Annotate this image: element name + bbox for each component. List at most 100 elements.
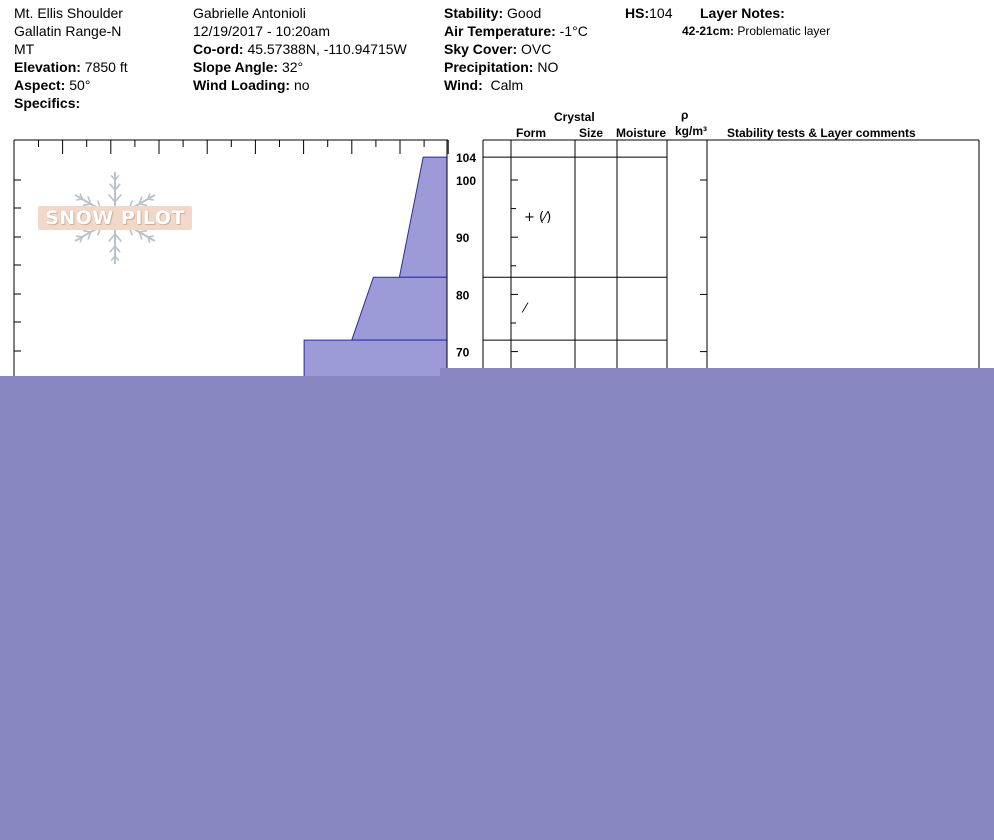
height-tick-label: 80	[456, 288, 470, 302]
site-info: Mt. Ellis Shoulder Gallatin Range-N MT E…	[14, 4, 128, 112]
chart-tick-labels: 104 100 90 80 70	[456, 151, 476, 359]
hs-info: HS:104	[625, 4, 672, 22]
layer-note-text: Problematic layer	[737, 24, 831, 38]
snowflake-branch	[82, 229, 91, 233]
observation-datetime: 12/19/2017 - 10:20am	[193, 23, 330, 39]
observer-info: Gabrielle Antonioli 12/19/2017 - 10:20am…	[193, 4, 407, 94]
air-temp-row: Air Temperature: -1°C	[444, 22, 588, 40]
aspect-value: 50°	[69, 77, 91, 93]
snowflake-branch	[76, 235, 83, 238]
sky-row: Sky Cover: OVC	[444, 40, 588, 58]
air-temp-label: Air Temperature:	[444, 23, 556, 39]
hardness-profile	[303, 156, 448, 398]
snowflake-branch	[138, 196, 143, 205]
header-rho: ρ	[681, 108, 689, 122]
snowflake-branch	[76, 198, 83, 201]
height-tick-label: 100	[456, 174, 476, 188]
snowflake-branch	[109, 183, 116, 191]
snowflake-branch	[114, 174, 120, 181]
snowflake-branch	[114, 233, 123, 243]
logo-text: SNOW PILOT	[45, 207, 185, 229]
layer-note-range: 42-21cm:	[682, 24, 735, 38]
snowflake-branch	[107, 193, 116, 203]
snowflake-branch	[147, 198, 154, 201]
height-tick-label: 70	[456, 346, 470, 360]
snowflake-branch	[147, 193, 151, 200]
slope-value: 32°	[281, 59, 304, 75]
sky-label: Sky Cover:	[444, 41, 518, 57]
observer-name: Gabrielle Antonioli	[193, 5, 306, 21]
header-crystal: Crystal	[554, 110, 595, 124]
snowflake-branch	[139, 229, 148, 233]
snowflake-branch	[79, 193, 83, 200]
precip-row: Precipitation: NO	[444, 58, 588, 76]
stability-label: Stability:	[444, 5, 504, 21]
layer-notes-title: Layer Notes:	[700, 4, 785, 22]
wind-loading-label: Wind Loading:	[193, 77, 291, 93]
wind-loading-row: Wind Loading: no	[193, 76, 407, 94]
site-name: Mt. Ellis Shoulder	[14, 5, 123, 21]
height-tick-label: 90	[456, 231, 470, 245]
precip-label: Precipitation:	[444, 59, 534, 75]
logo-plate	[38, 206, 192, 230]
hs-value: 104	[649, 5, 673, 21]
snowflake-branch	[107, 233, 116, 243]
slope-row: Slope Angle: 32°	[193, 58, 407, 76]
wind-row: Wind: Calm	[444, 76, 588, 94]
snowflake-branch	[138, 231, 143, 240]
elevation-row: Elevation: 7850 ft	[14, 58, 128, 76]
header-moisture: Moisture	[616, 126, 667, 140]
hardness-layer-2	[351, 276, 448, 341]
snowflake-branch	[110, 255, 116, 262]
snowflake-branch	[87, 231, 92, 240]
hs-tick-label: 104	[456, 151, 476, 165]
header-density-unit: kg/m³	[675, 124, 708, 138]
snowflake-branch	[82, 203, 91, 207]
conditions-info: Stability: Good Air Temperature: -1°C Sk…	[444, 4, 588, 94]
air-temp-value: -1°C	[559, 23, 588, 39]
wind-label: Wind:	[444, 77, 483, 93]
overlay-block	[0, 376, 994, 840]
snowflake-branch	[114, 255, 120, 262]
wind-value: Calm	[490, 77, 524, 93]
snowflake-branch	[87, 196, 92, 205]
snowflake-branch	[139, 203, 148, 207]
elevation-label: Elevation:	[14, 59, 81, 75]
specifics-row: Specifics:	[14, 94, 128, 112]
snowflake-branch	[114, 245, 121, 253]
site-state: MT	[14, 41, 35, 57]
coord-value: 45.57388N, -110.94715W	[247, 41, 407, 57]
wind-loading-value: no	[293, 77, 310, 93]
header-form: Form	[516, 126, 546, 140]
stability-row: Stability: Good	[444, 4, 588, 22]
precip-value: NO	[537, 59, 559, 75]
coord-row: Co-ord: 45.57388N, -110.94715W	[193, 40, 407, 58]
crystal-form-labels: + (⁄) ⁄	[521, 210, 551, 317]
aspect-label: Aspect:	[14, 77, 66, 93]
stability-value: Good	[507, 5, 542, 21]
layer-notes-label: Layer Notes:	[700, 5, 785, 21]
hardness-layer-1	[398, 156, 448, 278]
overlay-block-step	[440, 368, 994, 378]
snowflake-branch	[114, 183, 121, 191]
sky-value: OVC	[521, 41, 552, 57]
header-comments: Stability tests & Layer comments	[727, 126, 916, 140]
snowflake-branch	[110, 174, 116, 181]
snowflake-branch	[109, 245, 116, 253]
snowflake-branch	[79, 236, 83, 243]
coord-label: Co-ord:	[193, 41, 244, 57]
chart-frames	[13, 139, 980, 378]
aspect-row: Aspect: 50°	[14, 76, 128, 94]
snowflake-branch	[147, 236, 151, 243]
crystal-form-2: ⁄	[521, 302, 529, 317]
site-range: Gallatin Range-N	[14, 23, 122, 39]
specifics-label: Specifics:	[14, 95, 81, 111]
snowflake-branch	[147, 235, 154, 238]
slope-label: Slope Angle:	[193, 59, 279, 75]
crystal-form-1: + (⁄)	[524, 210, 551, 225]
elevation-value: 7850 ft	[84, 59, 128, 75]
snowflake-branch	[114, 193, 123, 203]
chart-ticks	[14, 140, 707, 381]
layer-note: 42-21cm: Problematic layer	[682, 22, 830, 40]
